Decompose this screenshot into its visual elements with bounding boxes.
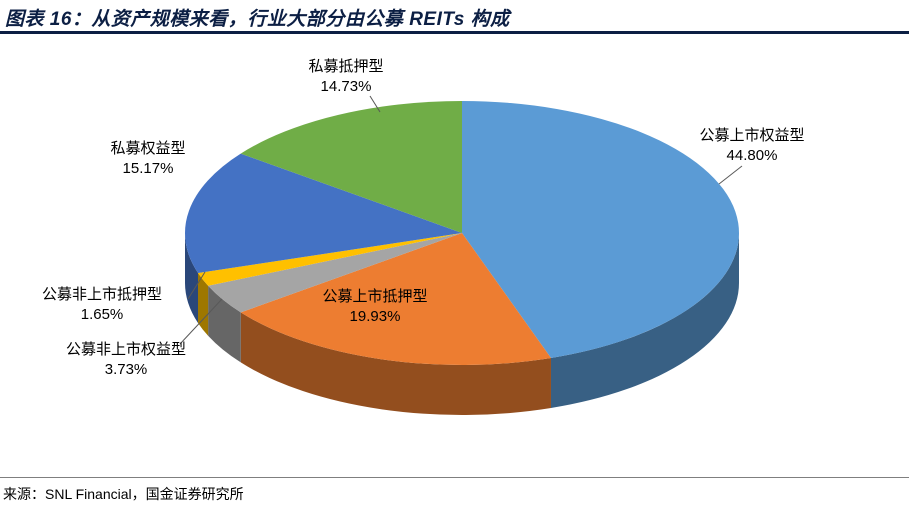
slice-name: 公募非上市抵押型	[41, 286, 163, 303]
slice-percent: 14.73%	[320, 78, 372, 95]
source-divider	[0, 477, 909, 478]
slice-label-private-equity: 私募权益型 15.17%	[110, 139, 185, 179]
slice-label-public-listed-equity: 公募上市权益型 44.80%	[699, 126, 804, 166]
slice-name: 公募非上市权益型	[65, 341, 187, 358]
slice-percent: 15.17%	[122, 160, 174, 177]
slice-name: 公募上市权益型	[699, 127, 805, 144]
slice-label-private-mortgage: 私募抵押型 14.73%	[308, 57, 383, 97]
slice-label-public-nonlisted-mortgage: 公募非上市抵押型 1.65%	[42, 285, 162, 325]
slice-label-public-nonlisted-equity: 公募非上市权益型 3.73%	[66, 340, 186, 380]
slice-label-public-listed-mortgage: 公募上市抵押型 19.93%	[322, 287, 427, 327]
slice-name: 公募上市抵押型	[322, 288, 428, 305]
figure-title: 图表 16：从资产规模来看，行业大部分由公募 REITs 构成	[5, 9, 510, 30]
source-text: 来源：SNL Financial，国金证券研究所	[3, 486, 244, 502]
slice-name: 私募权益型	[110, 140, 186, 157]
slice-name: 私募抵押型	[308, 58, 384, 75]
slice-percent: 19.93%	[349, 308, 401, 325]
slice-percent: 44.80%	[726, 147, 778, 164]
slice-percent: 3.73%	[104, 361, 148, 378]
title-underline	[0, 31, 909, 34]
slice-percent: 1.65%	[80, 306, 124, 323]
